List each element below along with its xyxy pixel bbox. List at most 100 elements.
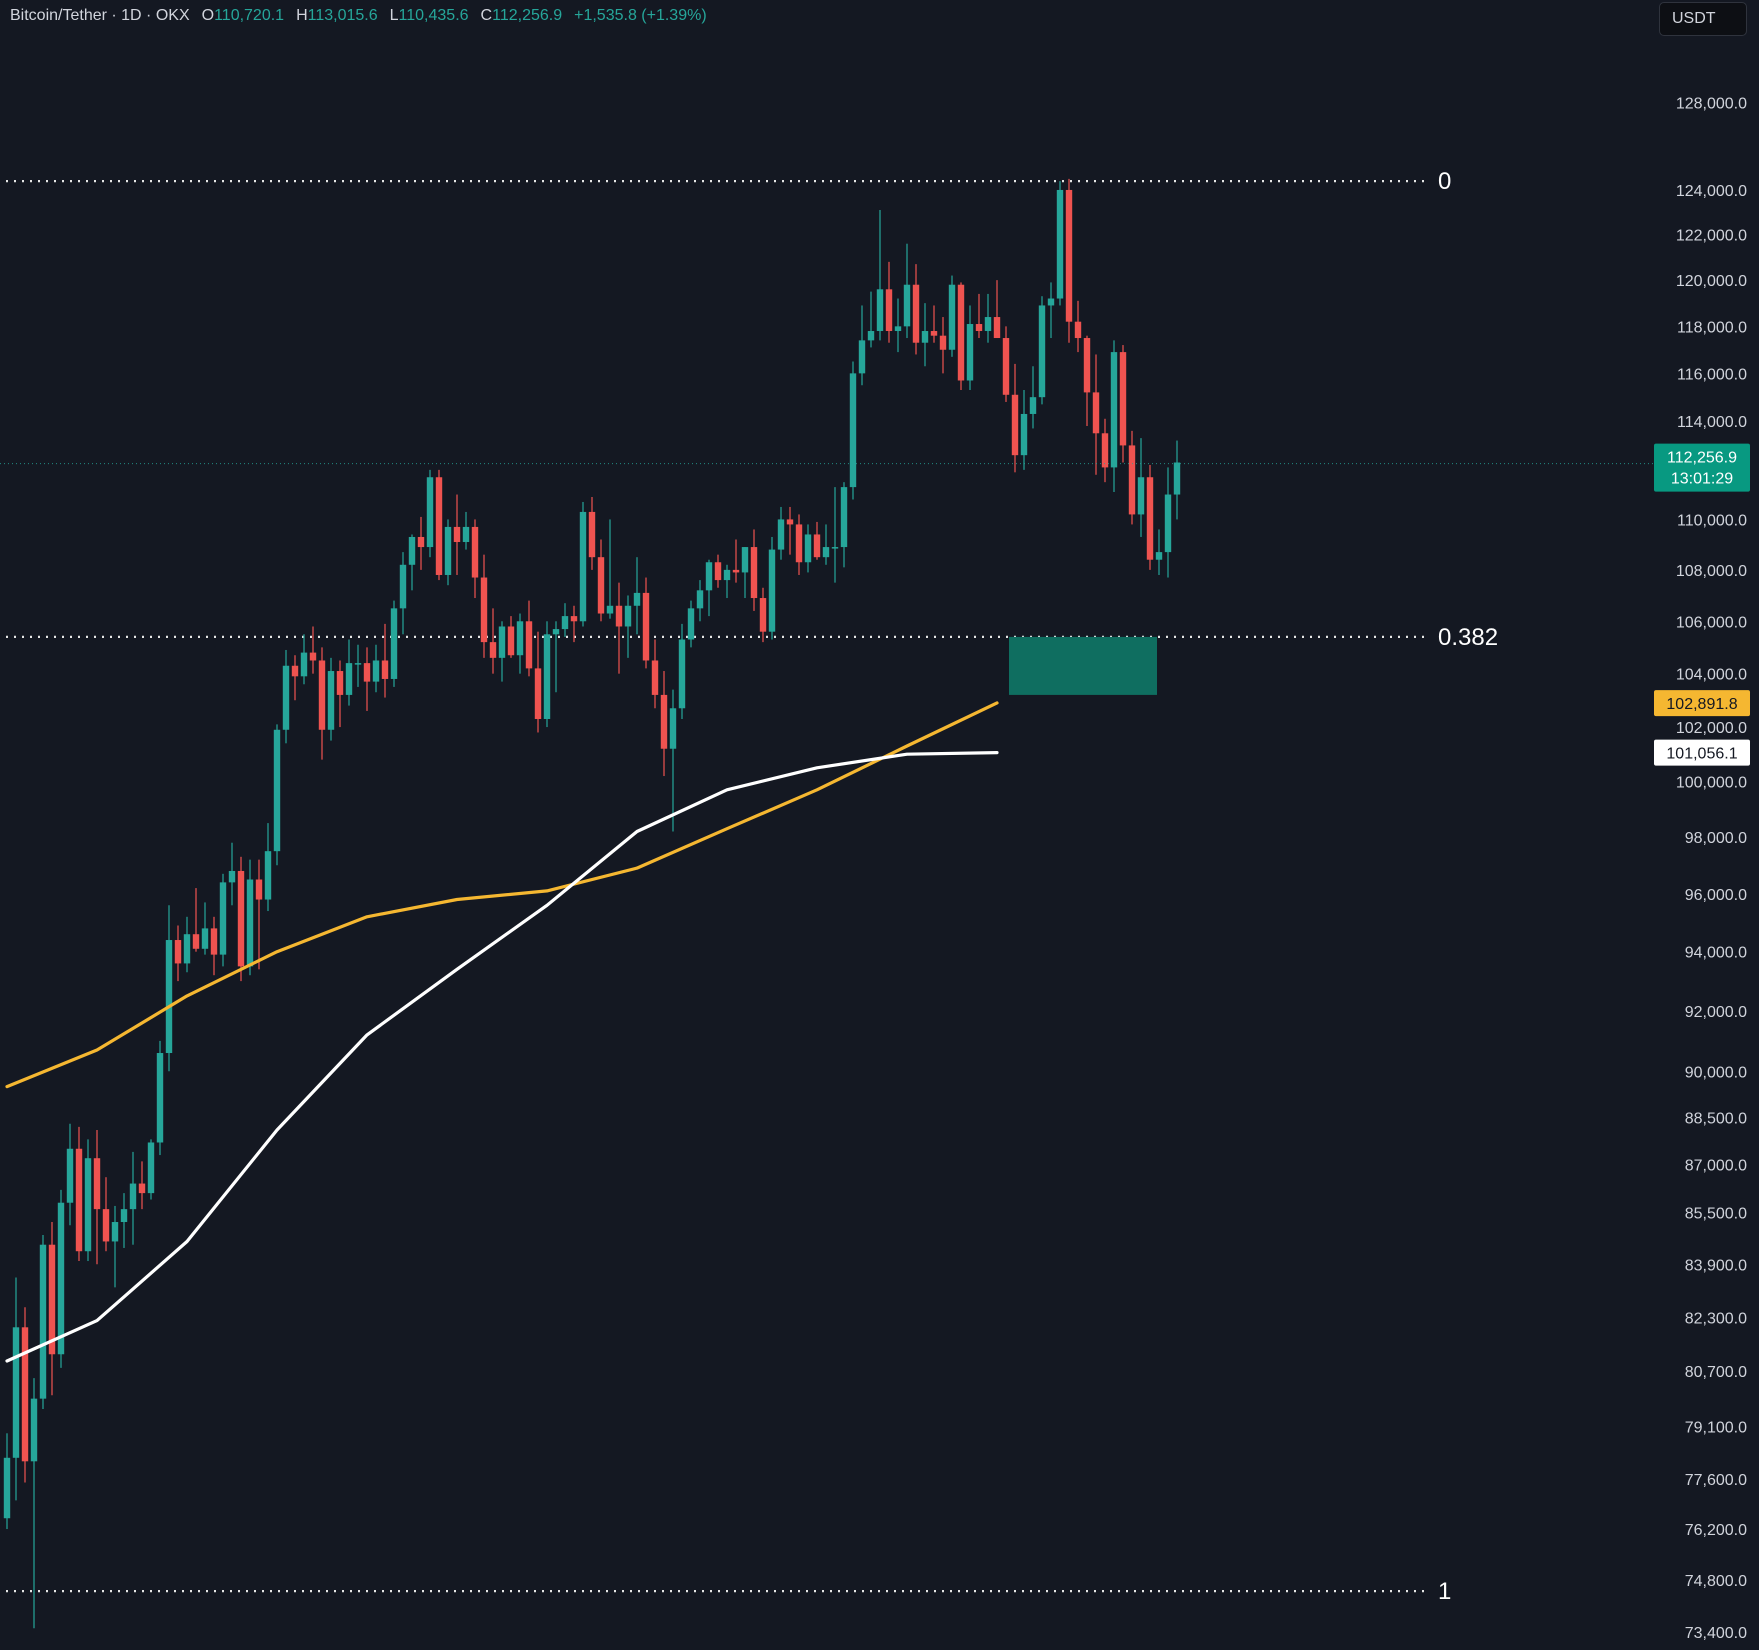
candle-body-27: [246, 879, 254, 967]
candle-body-57: [516, 621, 524, 656]
candle-body-37: [336, 671, 344, 695]
candle-body-101: [912, 284, 920, 343]
low-value: 110,435.6: [398, 7, 469, 24]
candle-body-65: [588, 511, 596, 558]
candle-body-26: [237, 870, 245, 967]
candle-body-24: [219, 882, 227, 955]
y-tick-label-21: 83,900.0: [1685, 1257, 1747, 1274]
candle-body-47: [426, 477, 434, 548]
candle-body-72: [651, 660, 659, 695]
candle-body-25: [228, 870, 236, 883]
candle-body-38: [345, 663, 353, 695]
candle-body-48: [435, 477, 443, 575]
candle-body-114: [1029, 397, 1037, 414]
fib-label-2: 1: [1438, 1578, 1451, 1605]
candle-body-123: [1110, 352, 1118, 468]
candle-body-76: [687, 608, 695, 640]
candle-body-43: [390, 608, 398, 679]
y-tick-label-12: 100,000.0: [1676, 775, 1747, 792]
candle-body-18: [165, 940, 173, 1054]
candle-body-42: [381, 660, 389, 679]
candle-body-119: [1074, 321, 1082, 339]
candle-body-89: [804, 534, 812, 563]
candle-body-104: [939, 335, 947, 350]
candle-body-92: [831, 547, 839, 549]
candle-body-120: [1083, 338, 1091, 393]
candle-body-93: [840, 487, 848, 548]
candle-body-64: [579, 511, 587, 622]
candle-body-35: [318, 660, 326, 730]
candle-body-69: [624, 605, 632, 627]
price-tags: 112,256.9 13:01:29 102,891.8 101,056.1: [1654, 443, 1750, 766]
low-label: L: [389, 7, 399, 24]
candle-body-98: [885, 289, 893, 332]
candle-body-106: [957, 284, 965, 381]
y-tick-label-26: 76,200.0: [1685, 1522, 1747, 1539]
candle-body-73: [660, 694, 668, 749]
candle-body-128: [1155, 552, 1163, 560]
candle-body-129: [1164, 494, 1172, 553]
candle-body-56: [507, 626, 515, 656]
candle-body-40: [363, 663, 371, 682]
candle-body-130: [1173, 462, 1181, 495]
candle-body-79: [714, 562, 722, 581]
candle-body-117: [1056, 189, 1064, 299]
y-tick-label-2: 122,000.0: [1676, 228, 1747, 245]
y-tick-label-27: 74,800.0: [1685, 1573, 1747, 1590]
candle-body-19: [174, 940, 182, 964]
candle-body-84: [759, 598, 767, 632]
candle-body-20: [183, 934, 191, 964]
y-tick-label-13: 98,000.0: [1685, 830, 1747, 847]
open-value: 110,720.1: [214, 7, 285, 24]
candle-body-63: [570, 616, 578, 622]
candle-body-14: [129, 1183, 137, 1210]
price-axis: 128,000.0 124,000.0 122,000.0 120,000.0 118,…: [1676, 96, 1747, 1642]
close-value: 112,256.9: [492, 7, 563, 24]
candle-body-70: [633, 592, 641, 606]
candle-body-121: [1092, 392, 1100, 434]
y-tick-label-24: 79,100.0: [1685, 1419, 1747, 1436]
y-tick-label-14: 96,000.0: [1685, 887, 1747, 904]
candle-body-36: [327, 671, 335, 730]
candle-body-99: [894, 326, 902, 332]
open-label: O: [201, 7, 215, 24]
candle-body-102: [921, 331, 929, 343]
candle-body-17: [156, 1053, 164, 1143]
close-label: C: [480, 7, 493, 24]
candle-body-78: [705, 562, 713, 591]
candle-body-66: [597, 557, 605, 614]
currency-button[interactable]: USDT: [1659, 2, 1747, 36]
y-tick-label-8: 108,000.0: [1676, 563, 1747, 580]
candle-body-90: [813, 534, 821, 558]
candle-body-83: [750, 547, 758, 599]
candle-body-6: [57, 1202, 65, 1355]
candle-body-97: [876, 289, 884, 332]
candle-body-44: [399, 564, 407, 609]
candle-body-125: [1128, 445, 1136, 515]
candle-body-51: [462, 526, 470, 543]
chart-header: Bitcoin/Tether · 1D · OKX O 110,720.1 H 11…: [10, 7, 707, 25]
candle-body-29: [264, 851, 272, 900]
candle-body-32: [291, 665, 299, 677]
candle-body-13: [120, 1209, 128, 1223]
y-tick-label-0: 128,000.0: [1676, 96, 1747, 113]
candle-body-108: [975, 324, 983, 332]
candle-body-68: [615, 605, 623, 627]
candle-body-34: [309, 652, 317, 661]
price-tag-label-2: 101,056.1: [1666, 746, 1737, 763]
candle-body-109: [984, 317, 992, 332]
y-tick-label-23: 80,700.0: [1685, 1364, 1747, 1381]
y-tick-label-6: 114,000.0: [1677, 414, 1747, 431]
high-label: H: [296, 7, 308, 24]
candle-body-4: [39, 1244, 47, 1399]
y-tick-label-28: 73,400.0: [1685, 1625, 1747, 1642]
candle-body-62: [561, 616, 569, 630]
y-tick-label-18: 88,500.0: [1685, 1111, 1747, 1128]
y-tick-label-1: 124,000.0: [1676, 183, 1747, 200]
candle-body-12: [111, 1222, 119, 1242]
candle-body-31: [282, 665, 290, 730]
moving-averages: [5, 701, 999, 1363]
symbol-label: Bitcoin/Tether · 1D · OKX: [10, 7, 190, 24]
candle-body-95: [858, 340, 866, 374]
